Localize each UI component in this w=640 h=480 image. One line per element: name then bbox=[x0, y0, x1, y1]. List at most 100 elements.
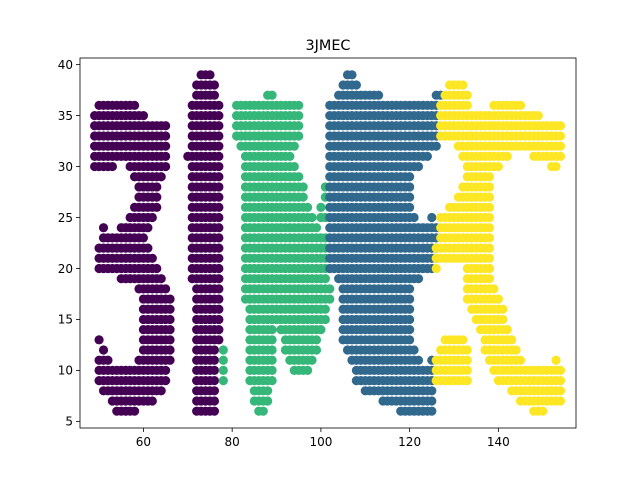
data-point bbox=[533, 110, 543, 121]
data-point bbox=[263, 396, 273, 406]
y-tick-label: 35 bbox=[58, 109, 73, 123]
data-point bbox=[405, 335, 415, 345]
data-point bbox=[462, 100, 472, 110]
data-point bbox=[98, 345, 109, 355]
data-point bbox=[161, 365, 171, 376]
data-point bbox=[161, 376, 171, 386]
data-point bbox=[413, 355, 424, 365]
data-point bbox=[209, 90, 220, 100]
data-point bbox=[143, 223, 153, 233]
data-point bbox=[307, 212, 317, 223]
data-point bbox=[129, 100, 140, 110]
data-point bbox=[165, 335, 175, 345]
data-point bbox=[316, 325, 326, 335]
data-point bbox=[267, 365, 277, 376]
data-point bbox=[555, 365, 566, 376]
data-point bbox=[484, 202, 495, 212]
data-point bbox=[161, 121, 171, 131]
data-point bbox=[152, 192, 162, 202]
data-point bbox=[409, 345, 419, 355]
data-point bbox=[258, 406, 268, 416]
x-tick-label: 140 bbox=[487, 435, 510, 449]
data-point bbox=[214, 263, 224, 274]
data-point bbox=[555, 121, 566, 131]
data-point bbox=[156, 386, 166, 396]
plot-area-frame bbox=[79, 57, 577, 429]
data-point bbox=[493, 294, 503, 304]
x-tick-label: 80 bbox=[225, 435, 240, 449]
data-point bbox=[484, 212, 495, 223]
data-point bbox=[347, 70, 357, 80]
data-point bbox=[325, 294, 335, 304]
data-point bbox=[138, 233, 149, 243]
data-point bbox=[209, 355, 220, 365]
data-point bbox=[165, 314, 175, 325]
data-point bbox=[405, 314, 415, 325]
data-point bbox=[320, 274, 330, 284]
data-point bbox=[289, 161, 299, 172]
x-tick-label: 100 bbox=[309, 435, 332, 449]
data-point bbox=[462, 365, 472, 376]
data-point bbox=[161, 284, 171, 294]
data-point bbox=[263, 386, 273, 396]
data-point bbox=[320, 304, 330, 314]
data-point bbox=[405, 284, 415, 294]
data-point bbox=[214, 212, 224, 223]
data-point bbox=[458, 335, 468, 345]
data-point bbox=[427, 212, 437, 223]
data-point bbox=[94, 335, 104, 345]
data-point bbox=[103, 355, 113, 365]
data-point bbox=[422, 151, 432, 161]
data-point bbox=[484, 263, 495, 274]
data-point bbox=[413, 161, 424, 172]
data-point bbox=[289, 141, 299, 151]
data-point bbox=[161, 161, 171, 172]
data-point bbox=[507, 335, 517, 345]
data-point bbox=[405, 182, 415, 192]
data-point bbox=[165, 294, 175, 304]
data-point bbox=[285, 151, 295, 161]
data-point bbox=[555, 376, 566, 386]
data-point bbox=[427, 396, 437, 406]
data-point bbox=[489, 284, 499, 294]
data-point bbox=[214, 284, 224, 294]
y-tick-label: 10 bbox=[58, 364, 73, 378]
data-point bbox=[214, 192, 224, 202]
data-point bbox=[214, 110, 224, 121]
data-point bbox=[165, 345, 175, 355]
data-point bbox=[493, 161, 503, 172]
y-axis: 5 10 15 20 25 30 35 40 bbox=[58, 58, 80, 429]
y-tick-label: 5 bbox=[65, 415, 73, 429]
data-point bbox=[502, 325, 512, 335]
data-point bbox=[165, 325, 175, 335]
data-point bbox=[462, 90, 472, 100]
data-point bbox=[555, 141, 566, 151]
data-point bbox=[311, 223, 322, 233]
data-point bbox=[351, 80, 361, 90]
data-point bbox=[214, 314, 224, 325]
data-point bbox=[147, 212, 157, 223]
data-point bbox=[143, 243, 153, 253]
data-point bbox=[484, 243, 495, 253]
data-point bbox=[302, 202, 313, 212]
data-point bbox=[214, 253, 224, 263]
data-point bbox=[484, 274, 495, 284]
data-point bbox=[458, 80, 468, 90]
chart-title: 3JMEC bbox=[306, 38, 351, 54]
data-point bbox=[405, 172, 415, 182]
data-point bbox=[267, 355, 277, 365]
data-point bbox=[267, 325, 277, 335]
data-point bbox=[161, 151, 171, 161]
data-point bbox=[214, 121, 224, 131]
data-point bbox=[551, 161, 561, 172]
data-point bbox=[214, 274, 224, 284]
data-point bbox=[214, 151, 224, 161]
data-point bbox=[555, 151, 566, 161]
data-point bbox=[555, 131, 566, 141]
data-point bbox=[294, 131, 304, 141]
data-point bbox=[311, 345, 322, 355]
data-point bbox=[156, 172, 166, 182]
data-point bbox=[209, 80, 220, 90]
data-point bbox=[484, 253, 495, 263]
